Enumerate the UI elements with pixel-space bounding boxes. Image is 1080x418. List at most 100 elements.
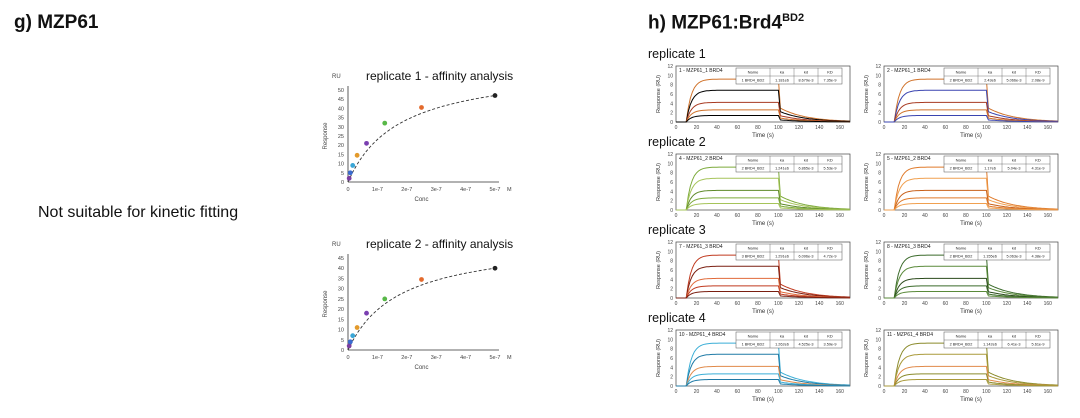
response-curve [884, 203, 1059, 211]
y-tick-label: 35 [338, 116, 344, 122]
response-curve [676, 203, 851, 211]
table-cell: 6.41e-3 [1008, 343, 1021, 347]
y-tick-label: 0 [878, 384, 881, 390]
table-header: ka [780, 70, 785, 75]
x-tick-label: 20 [694, 301, 700, 307]
sensorgram-7: 7 - MZP61_3 BRD4 Name 3 BRD4_BD2 ka 1.291e6 k… [656, 240, 851, 315]
data-point [492, 265, 498, 271]
table-header: KD [827, 246, 833, 251]
table-header: KD [827, 158, 833, 163]
table-header: ka [780, 334, 785, 339]
panel-h-title: h) MZP61:Brd4BD2 [648, 12, 804, 34]
data-point [346, 343, 352, 349]
table-cell: 6.865e-3 [799, 167, 814, 171]
table-header: Name [748, 158, 759, 163]
y-tick-label: 12 [667, 328, 673, 334]
y-tick-label: 6 [878, 180, 881, 186]
data-point [492, 93, 498, 98]
x-tick-label: 40 [714, 389, 720, 395]
table-header: ka [988, 334, 993, 339]
x-tick-label: 140 [815, 125, 824, 131]
y-tick-label: 0 [341, 180, 344, 186]
x-tick-label: 100 [774, 213, 783, 219]
table-cell: 3 BRD4_BD2 [742, 255, 765, 259]
x-axis-label: Time (s) [960, 309, 982, 315]
y-tick-label: 0 [878, 296, 881, 302]
x-axis-label: Time (s) [960, 397, 982, 403]
affinity-chart-replicate-1: replicate 1 - affinity analysis RU 0 5 10 15 2… [323, 69, 513, 203]
data-point [346, 175, 352, 181]
y-tick-label: 4 [878, 277, 881, 283]
y-tick-label: 0 [670, 208, 673, 214]
table-cell: 5.53e-9 [824, 167, 837, 171]
y-axis-label: Response [323, 290, 329, 318]
sensorgram-5: 5 - MZP61_2 BRD4 Name 2 BRD4_BD2 ka 1.17e6 kd… [864, 152, 1059, 227]
y-tick-label: 10 [667, 73, 673, 79]
x-tick-label: 20 [694, 389, 700, 395]
data-point [419, 277, 424, 282]
x-tick-label: 0 [346, 355, 349, 361]
response-curve [884, 177, 1058, 211]
table-header: Name [956, 70, 967, 75]
x-tick-label: 140 [1023, 213, 1032, 219]
x-tick-label: 0 [675, 301, 678, 307]
table-header: kd [1012, 158, 1016, 163]
x-tick-label: 80 [963, 125, 969, 131]
response-curve [676, 353, 850, 387]
y-axis-label: Response (RU) [864, 75, 870, 113]
data-point [347, 170, 353, 176]
table-header: KD [1035, 246, 1041, 251]
x-tick-label: 140 [1023, 301, 1032, 307]
sensorgram-title: 5 - MZP61_2 BRD4 [887, 156, 931, 162]
x-tick-label: 80 [755, 301, 761, 307]
x-tick-label: 40 [922, 389, 928, 395]
table-header: ka [780, 246, 785, 251]
y-tick-label: 5 [341, 338, 344, 344]
x-tick-label: 60 [943, 301, 949, 307]
table-header: kd [1012, 70, 1016, 75]
response-curve [884, 353, 1058, 387]
y-tick-label: 2 [670, 375, 673, 381]
panel-h-title-superscript: BD2 [782, 12, 805, 24]
data-point [354, 325, 360, 330]
table-header: Name [748, 334, 759, 339]
y-axis-label: Response (RU) [864, 251, 870, 289]
y-tick-label: 0 [878, 208, 881, 214]
x-tick-label: 120 [1003, 213, 1012, 219]
y-tick-label: 6 [878, 92, 881, 98]
x-tick-label: 100 [982, 213, 991, 219]
x-tick-label: 3e-7 [431, 187, 442, 193]
table-header: KD [1035, 334, 1041, 339]
x-tick-label: 0 [883, 125, 886, 131]
y-tick-label: 12 [667, 240, 673, 246]
y-axis-label: Response (RU) [864, 163, 870, 201]
panel-g-title: g) MZP61 [14, 12, 99, 33]
table-header: kd [804, 334, 808, 339]
sensorgram-2: 2 - MZP61_1 BRD4 Name 2 BRD4_BD2 ka 2.43e6 kd… [864, 64, 1059, 139]
table-header: kd [804, 158, 808, 163]
x-axis-label: Time (s) [752, 221, 774, 227]
table-cell: 1.17e6 [984, 167, 996, 171]
x-tick-label: 40 [922, 301, 928, 307]
y-tick-label: 8 [878, 347, 881, 353]
data-point [419, 105, 424, 110]
x-tick-label: 0 [883, 301, 886, 307]
y-tick-label: 2 [878, 111, 881, 117]
sensorgram-title: 1 - MZP61_1 BRD4 [679, 68, 723, 74]
y-tick-label: 2 [878, 287, 881, 293]
y-tick-label: 10 [338, 328, 344, 334]
y-tick-label: 35 [338, 276, 344, 282]
affinity-chart-replicate-2: replicate 2 - affinity analysis RU 0 5 10 15 2… [323, 237, 513, 371]
table-cell: 2.43e6 [984, 79, 996, 83]
y-tick-label: 10 [667, 161, 673, 167]
y-tick-label: 8 [878, 83, 881, 89]
table-cell: 2 BRD4_BD2 [950, 255, 973, 259]
sensorgram-8: 8 - MZP61_3 BRD4 Name 2 BRD4_BD2 ka 1.155e6 k… [864, 240, 1059, 315]
y-tick-label: 30 [338, 287, 344, 293]
y-tick-label: 12 [667, 64, 673, 70]
y-tick-label: 4 [878, 101, 881, 107]
table-cell: 1.241e6 [775, 167, 789, 171]
y-tick-label: 10 [875, 337, 881, 343]
response-curve [676, 379, 851, 387]
x-tick-label: 60 [943, 389, 949, 395]
